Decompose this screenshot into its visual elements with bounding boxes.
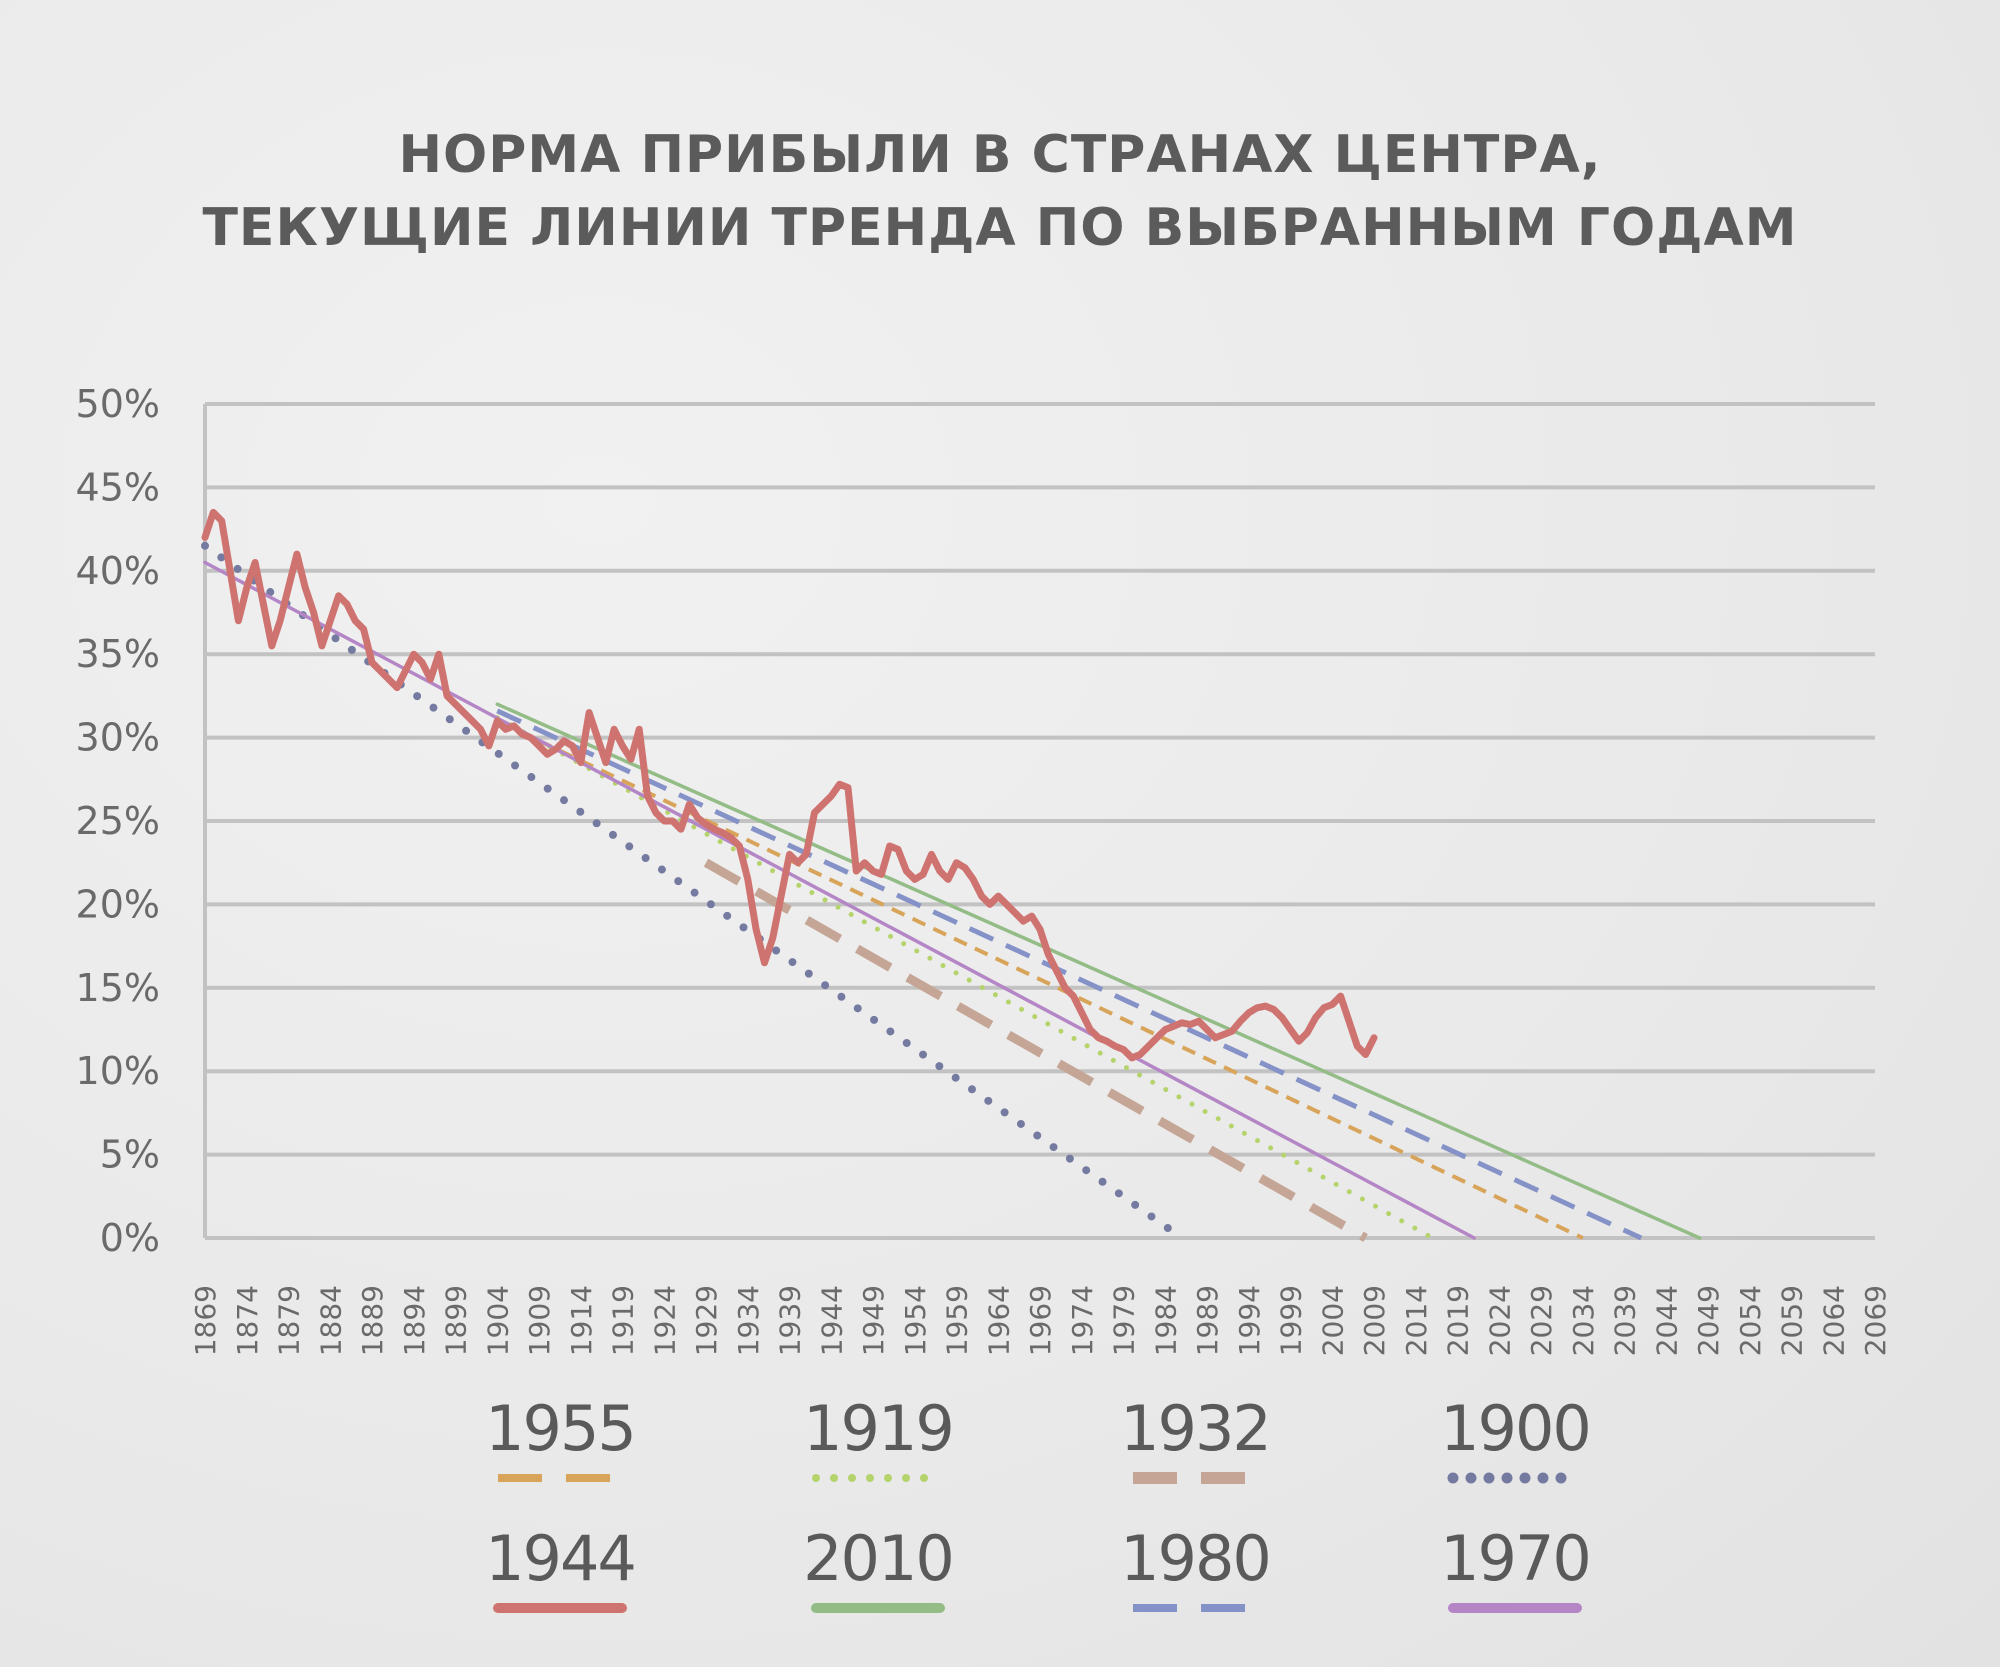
x-tick-label: 2039 bbox=[1609, 1285, 1642, 1356]
series-line-1955 bbox=[496, 719, 1584, 1240]
x-tick-label: 1879 bbox=[273, 1285, 306, 1356]
y-tick-label: 30% bbox=[76, 716, 160, 760]
x-tick-label: 1924 bbox=[648, 1285, 681, 1356]
x-tick-label: 1934 bbox=[732, 1285, 765, 1356]
series-line-1970 bbox=[203, 560, 1476, 1240]
y-tick-label: 50% bbox=[76, 382, 160, 426]
legend-item-1900: 1900 bbox=[1405, 1392, 1625, 1487]
legend-swatch bbox=[1133, 1472, 1257, 1484]
x-tick-label: 1929 bbox=[690, 1285, 723, 1356]
x-tick-label: 1989 bbox=[1191, 1285, 1224, 1356]
legend-swatch bbox=[1133, 1604, 1257, 1612]
legend-label: 1980 bbox=[1120, 1522, 1272, 1595]
x-tick-label: 1959 bbox=[941, 1285, 974, 1356]
legend-label: 1955 bbox=[485, 1392, 637, 1465]
y-tick-label: 20% bbox=[76, 882, 160, 926]
chart-title-line-2: ТЕКУЩИЕ ЛИНИИ ТРЕНДА ПО ВЫБРАННЫМ ГОДАМ bbox=[202, 198, 1798, 258]
x-tick-label: 2019 bbox=[1442, 1285, 1475, 1356]
x-tick-label: 1884 bbox=[314, 1285, 347, 1356]
x-tick-label: 2049 bbox=[1692, 1285, 1725, 1356]
series-line-1932 bbox=[703, 858, 1368, 1242]
legend-item-1980: 1980 bbox=[1085, 1522, 1305, 1617]
y-tick-label: 15% bbox=[76, 966, 160, 1010]
series-line-1980 bbox=[496, 708, 1643, 1241]
legend-swatch bbox=[493, 1603, 627, 1613]
x-tick-label: 1904 bbox=[481, 1285, 514, 1356]
x-tick-label: 2069 bbox=[1859, 1285, 1892, 1356]
series-line-1919 bbox=[494, 715, 1435, 1241]
x-tick-label: 1914 bbox=[565, 1285, 598, 1356]
x-tick-label: 2064 bbox=[1817, 1285, 1850, 1356]
x-tick-label: 2044 bbox=[1650, 1285, 1683, 1356]
legend-label: 1932 bbox=[1120, 1392, 1272, 1465]
x-tick-label: 1889 bbox=[356, 1285, 389, 1356]
trend-lines bbox=[201, 541, 1702, 1242]
chart-title-line-1: НОРМА ПРИБЫЛИ В СТРАНАХ ЦЕНТРА, bbox=[398, 125, 1602, 185]
x-tick-label: 2054 bbox=[1734, 1285, 1767, 1356]
x-tick-label: 1979 bbox=[1108, 1285, 1141, 1356]
legend-item-1944: 1944 bbox=[450, 1522, 670, 1617]
x-tick-label: 1919 bbox=[607, 1285, 640, 1356]
y-tick-label: 10% bbox=[76, 1049, 160, 1093]
y-tick-label: 0% bbox=[100, 1216, 160, 1260]
x-tick-label: 2009 bbox=[1358, 1285, 1391, 1356]
legend-item-1955: 1955 bbox=[450, 1392, 670, 1487]
y-axis: 0% 5% 10% 15% 20% 25% 30% 35% 40% 45% 50% bbox=[76, 382, 160, 1260]
x-tick-label: 2034 bbox=[1567, 1285, 1600, 1356]
legend-swatch bbox=[811, 1603, 945, 1613]
legend-item-1932: 1932 bbox=[1085, 1392, 1305, 1487]
x-tick-label: 1944 bbox=[815, 1285, 848, 1356]
y-tick-label: 40% bbox=[76, 549, 160, 593]
x-tick-label: 1874 bbox=[231, 1285, 264, 1356]
legend-label: 1944 bbox=[485, 1522, 637, 1595]
legend-swatch bbox=[812, 1474, 944, 1482]
x-tick-label: 1939 bbox=[774, 1285, 807, 1356]
y-tick-label: 5% bbox=[100, 1133, 160, 1177]
legend-label: 1970 bbox=[1440, 1522, 1592, 1595]
legend-label: 1900 bbox=[1440, 1392, 1592, 1465]
x-tick-label: 1984 bbox=[1149, 1285, 1182, 1356]
legend-swatch bbox=[1447, 1472, 1583, 1484]
legend-item-1970: 1970 bbox=[1405, 1522, 1625, 1617]
x-tick-label: 1994 bbox=[1233, 1285, 1266, 1356]
grid-lines bbox=[203, 402, 1875, 1240]
legend-label: 2010 bbox=[803, 1522, 955, 1595]
y-tick-label: 25% bbox=[76, 799, 160, 843]
x-tick-label: 1869 bbox=[189, 1285, 222, 1356]
x-tick-label: 1964 bbox=[982, 1285, 1015, 1356]
x-tick-label: 2059 bbox=[1776, 1285, 1809, 1356]
x-tick-label: 1999 bbox=[1275, 1285, 1308, 1356]
series-line-1944 bbox=[201, 508, 1378, 1062]
x-tick-label: 1899 bbox=[440, 1285, 473, 1356]
x-tick-label: 2029 bbox=[1525, 1285, 1558, 1356]
legend-swatch bbox=[1448, 1603, 1582, 1613]
legend-swatch bbox=[498, 1474, 622, 1482]
x-tick-label: 2004 bbox=[1316, 1285, 1349, 1356]
y-tick-label: 35% bbox=[76, 632, 160, 676]
x-tick-label: 1974 bbox=[1066, 1285, 1099, 1356]
legend-item-2010: 2010 bbox=[768, 1522, 988, 1617]
profit-rate-series bbox=[201, 508, 1378, 1062]
x-tick-label: 1949 bbox=[857, 1285, 890, 1356]
x-tick-label: 1909 bbox=[523, 1285, 556, 1356]
x-tick-label: 2024 bbox=[1483, 1285, 1516, 1356]
y-tick-label: 45% bbox=[76, 465, 160, 509]
legend-label: 1919 bbox=[803, 1392, 955, 1465]
legend-item-1919: 1919 bbox=[768, 1392, 988, 1487]
x-tick-label: 1894 bbox=[398, 1285, 431, 1356]
x-tick-label: 1954 bbox=[899, 1285, 932, 1356]
x-axis: 1869 1874 1879 1884 1889 1894 1899 1904 1909 1914… bbox=[189, 1285, 1892, 1356]
x-tick-label: 2014 bbox=[1400, 1285, 1433, 1356]
series-line-2010 bbox=[495, 702, 1702, 1240]
x-tick-label: 1969 bbox=[1024, 1285, 1057, 1356]
series-line-1900 bbox=[201, 541, 1186, 1242]
